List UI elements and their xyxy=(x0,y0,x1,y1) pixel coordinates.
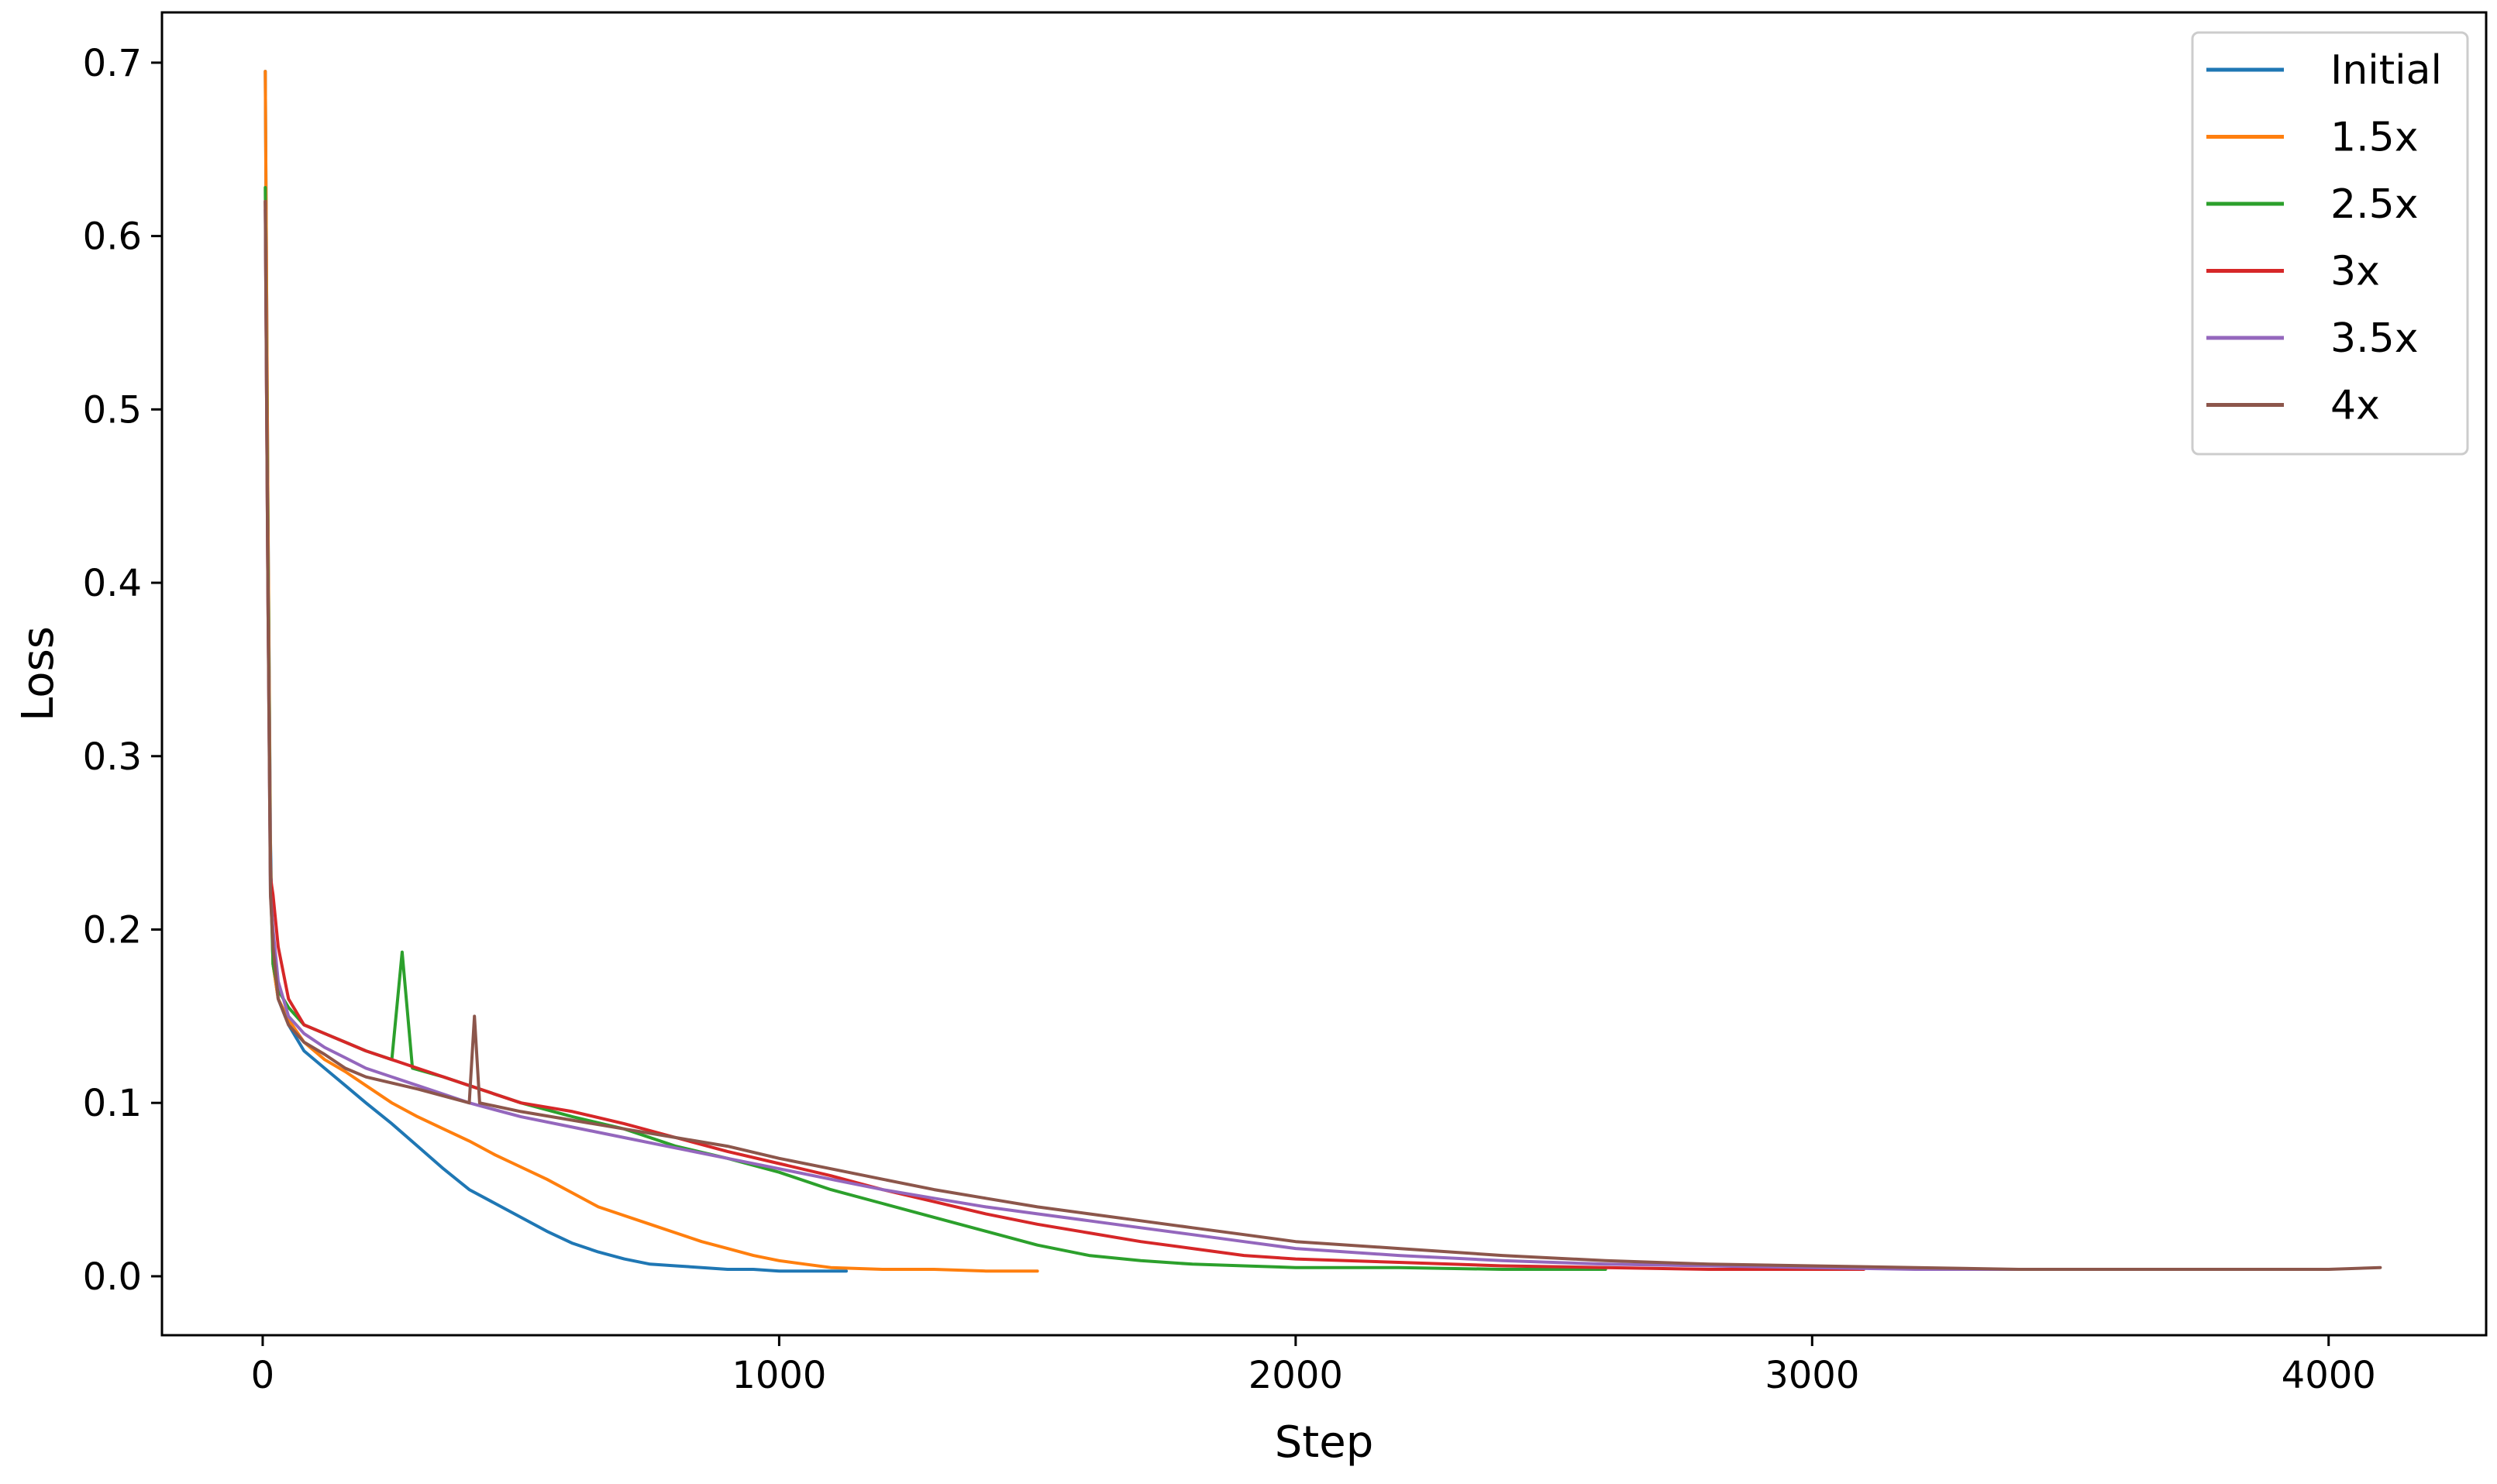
legend-label: 1.5x xyxy=(2330,115,2418,161)
y-tick-label: 0.3 xyxy=(83,735,142,779)
y-axis: 0.0 0.1 0.2 0.3 0.4 0.5 0.6 0.7 xyxy=(83,42,162,1299)
y-axis-title: Loss xyxy=(13,626,64,721)
y-tick-label: 0.1 xyxy=(83,1082,142,1125)
y-tick-label: 0.7 xyxy=(83,42,142,85)
series-line-6 xyxy=(263,199,2382,1271)
plot-frame xyxy=(160,11,2488,1337)
series-line-4 xyxy=(263,199,1865,1271)
x-tick-label: 0 xyxy=(251,1354,275,1397)
series-line-1 xyxy=(263,70,848,1273)
legend: Initial 1.5x 2.5x 3x 3.5x 4x xyxy=(2191,31,2469,456)
x-axis-title: Step xyxy=(1275,1417,1374,1468)
series-line-2 xyxy=(263,70,1039,1273)
x-tick-label: 2000 xyxy=(1248,1354,1343,1397)
legend-label: Initial xyxy=(2330,47,2442,94)
y-tick-label: 0.0 xyxy=(83,1255,142,1299)
plot-area xyxy=(160,11,2488,1337)
series-line-5 xyxy=(263,208,2124,1271)
y-tick-label: 0.2 xyxy=(83,908,142,952)
legend-label: 3.5x xyxy=(2330,315,2418,362)
y-tick-label: 0.4 xyxy=(83,562,142,605)
x-tick-label: 3000 xyxy=(1765,1354,1859,1397)
legend-label: 3x xyxy=(2330,249,2380,295)
x-axis: 0 1000 2000 3000 4000 xyxy=(251,1335,2376,1397)
legend-label: 4x xyxy=(2330,383,2380,429)
legend-label: 2.5x xyxy=(2330,181,2418,228)
y-tick-label: 0.6 xyxy=(83,215,142,259)
y-tick-label: 0.5 xyxy=(83,388,142,432)
series-line-3 xyxy=(263,186,1607,1271)
x-tick-label: 4000 xyxy=(2282,1354,2376,1397)
x-tick-label: 1000 xyxy=(732,1354,826,1397)
